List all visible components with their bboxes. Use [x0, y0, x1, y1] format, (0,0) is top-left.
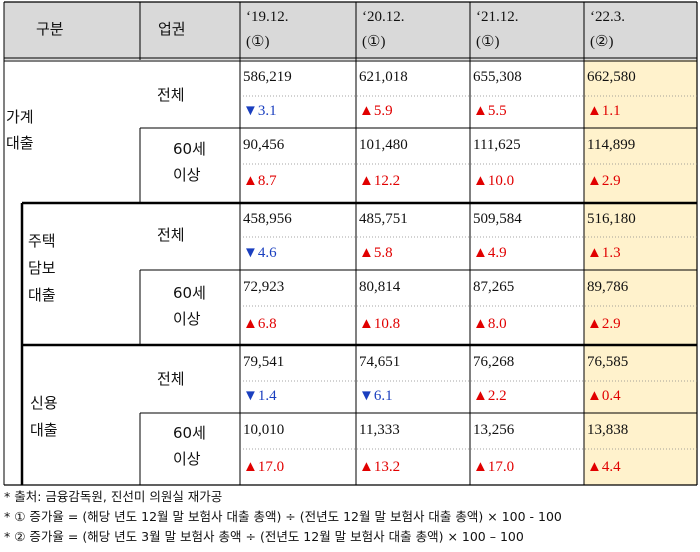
table-cell-rate: ▲5.8: [359, 245, 393, 261]
footnote: * ① 증가율 = (해당 년도 12월 말 보험사 대출 총액) ÷ (전년도…: [4, 509, 562, 524]
header-mark-col4: (②): [590, 34, 614, 50]
group-mortgage-loan: 담보: [28, 259, 56, 277]
label-over60: 60세: [173, 284, 206, 302]
label-total: 전체: [157, 370, 185, 388]
table-cell-rate: ▲0.4: [587, 388, 621, 404]
header-mark-col1: (①): [246, 34, 270, 50]
footnote: * ② 증가율 = (해당 년도 3월 말 보험사 총액 ÷ (전년도 12월 …: [4, 529, 524, 544]
group-credit-loan: 신용: [30, 394, 58, 412]
table-cell-rate: ▲4.4: [587, 459, 621, 475]
table-cell-value: 80,814: [359, 279, 401, 295]
table-cell-value: 458,956: [243, 211, 292, 227]
header-sector: 업권: [158, 20, 186, 38]
table-cell-rate: ▲8.7: [243, 173, 277, 189]
table-cell-value: 79,541: [243, 354, 285, 370]
table-cell-rate: ▲12.2: [359, 173, 401, 189]
table-cell-rate: ▼6.1: [359, 388, 393, 404]
header-date-col3: ‘21.12.: [476, 9, 519, 25]
table-cell-value: 621,018: [359, 69, 408, 85]
table-cell-value: 509,584: [473, 211, 522, 227]
table-cell-value: 89,786: [587, 279, 629, 295]
table-cell-value: 13,838: [587, 422, 629, 438]
group-mortgage-loan: 주택: [28, 232, 56, 250]
group-mortgage-loan: 대출: [28, 286, 56, 304]
header-date-col1: ‘19.12.: [246, 9, 289, 25]
table-cell-value: 76,585: [587, 354, 629, 370]
table-cell-rate: ▲2.9: [587, 316, 621, 332]
table-cell-rate: ▲13.2: [359, 459, 401, 475]
table-cell-rate: ▼3.1: [243, 103, 277, 119]
table-cell-value: 485,751: [359, 211, 408, 227]
table-cell-value: 662,580: [587, 69, 636, 85]
table-cell-rate: ▲6.8: [243, 316, 277, 332]
table-cell-value: 586,219: [243, 69, 292, 85]
table-cell-value: 87,265: [473, 279, 515, 295]
group-household-loan: 대출: [6, 134, 34, 152]
header-date-col4: ‘22.3.: [590, 9, 625, 25]
table-cell-rate: ▲5.5: [473, 103, 507, 119]
table-cell-rate: ▲8.0: [473, 316, 507, 332]
table-cell-value: 10,010: [243, 422, 285, 438]
table-cell-value: 655,308: [473, 69, 522, 85]
table-cell-rate: ▼1.4: [243, 388, 277, 404]
table-cell-rate: ▲17.0: [243, 459, 285, 475]
table-cell-value: 101,480: [359, 137, 408, 153]
table-cell-value: 11,333: [359, 422, 400, 438]
table-cell-value: 74,651: [359, 354, 401, 370]
footnote: * 출처: 금융감독원, 진선미 의원실 재가공: [4, 489, 223, 504]
table-cell-rate: ▲4.9: [473, 245, 507, 261]
table-cell-value: 114,899: [587, 137, 636, 153]
table-cell-value: 72,923: [243, 279, 285, 295]
table-cell-rate: ▲1.1: [587, 103, 621, 119]
table-cell-rate: ▲2.2: [473, 388, 507, 404]
table-cell-value: 90,456: [243, 137, 285, 153]
table-cell-rate: ▲10.0: [473, 173, 515, 189]
table-cell-rate: ▲2.9: [587, 173, 621, 189]
group-household-loan: 가계: [6, 108, 34, 126]
table-cell-rate: ▼4.6: [243, 245, 277, 261]
label-over60: 60세: [173, 140, 206, 158]
table-cell-rate: ▲17.0: [473, 459, 515, 475]
header-date-col2: ‘20.12.: [362, 9, 405, 25]
table-cell-value: 13,256: [473, 422, 515, 438]
label-over60: 이상: [173, 450, 201, 468]
group-credit-loan: 대출: [30, 421, 58, 439]
label-over60: 이상: [173, 310, 201, 328]
header-mark-col2: (①): [362, 34, 386, 50]
label-over60: 60세: [173, 424, 206, 442]
label-over60: 이상: [173, 166, 201, 184]
header-category: 구분: [36, 20, 64, 38]
table-cell-value: 111,625: [473, 137, 521, 153]
table-cell-rate: ▲5.9: [359, 103, 393, 119]
table-cell-rate: ▲1.3: [587, 245, 621, 261]
label-total: 전체: [157, 226, 185, 244]
label-total: 전체: [157, 86, 185, 104]
table-cell-value: 516,180: [587, 211, 636, 227]
table-cell-rate: ▲10.8: [359, 316, 401, 332]
header-mark-col3: (①): [476, 34, 500, 50]
table-cell-value: 76,268: [473, 354, 515, 370]
